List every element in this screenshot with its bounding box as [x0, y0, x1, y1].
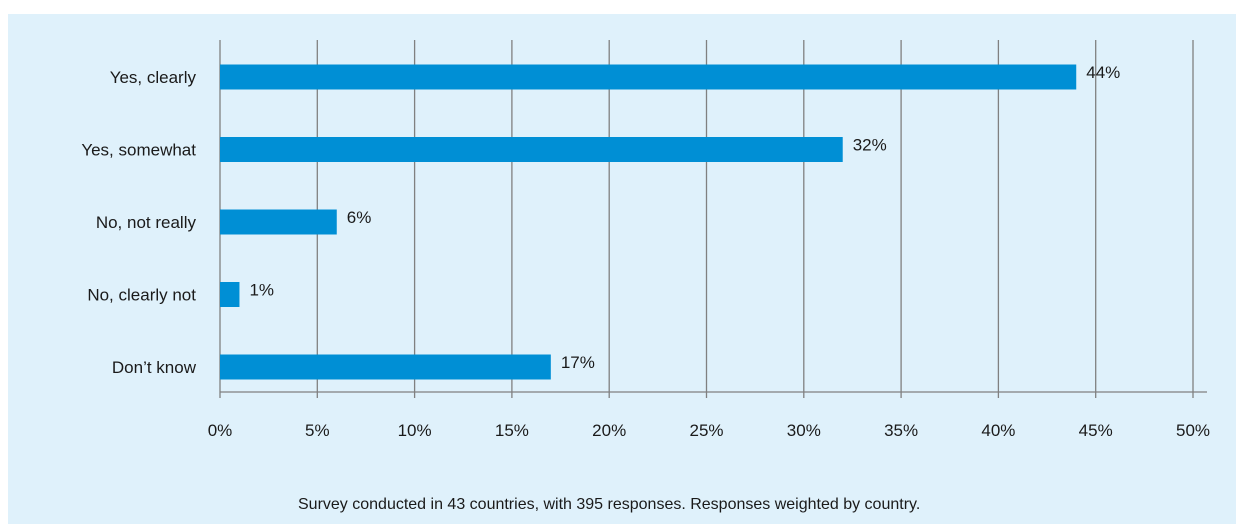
bar — [220, 354, 551, 380]
x-axis: 0% 5% 10% 15% 20% 25% 30% 35% 40% 45% 50% — [208, 391, 1210, 440]
bar — [220, 137, 843, 162]
x-tick-label: 30% — [787, 421, 821, 440]
x-tick-label: 10% — [398, 421, 432, 440]
x-tick-label: 20% — [592, 421, 626, 440]
labels: Yes, clearly 44% Yes, somewhat 32% No, not r… — [81, 63, 1120, 377]
x-tick-label: 25% — [689, 421, 723, 440]
x-tick-label: 50% — [1176, 421, 1210, 440]
bar — [220, 282, 240, 307]
x-tick-label: 0% — [208, 421, 233, 440]
bar — [220, 64, 1077, 90]
category-label: No, clearly not — [87, 286, 196, 305]
category-label: No, not really — [96, 213, 197, 232]
x-tick-label: 35% — [884, 421, 918, 440]
chart-panel: 0% 5% 10% 15% 20% 25% 30% 35% 40% 45% 50% Yes, cle… — [8, 14, 1236, 524]
data-label: 32% — [853, 136, 887, 155]
category-label: Yes, somewhat — [81, 141, 196, 160]
bar-chart: 0% 5% 10% 15% 20% 25% 30% 35% 40% 45% 50% Yes, cle… — [81, 40, 1210, 440]
gridlines — [219, 40, 1194, 398]
bars — [220, 64, 1077, 380]
data-label: 6% — [347, 208, 372, 227]
x-tick-label: 45% — [1079, 421, 1113, 440]
data-label: 1% — [249, 281, 274, 300]
survey-footnote: Survey conducted in 43 countries, with 3… — [298, 496, 921, 513]
data-label: 44% — [1086, 63, 1120, 82]
data-label: 17% — [561, 353, 595, 372]
bar — [220, 209, 337, 235]
x-tick-label: 40% — [981, 421, 1015, 440]
category-label: Don’t know — [112, 358, 197, 377]
category-label: Yes, clearly — [110, 68, 197, 87]
x-tick-label: 15% — [495, 421, 529, 440]
x-tick-label: 5% — [305, 421, 330, 440]
